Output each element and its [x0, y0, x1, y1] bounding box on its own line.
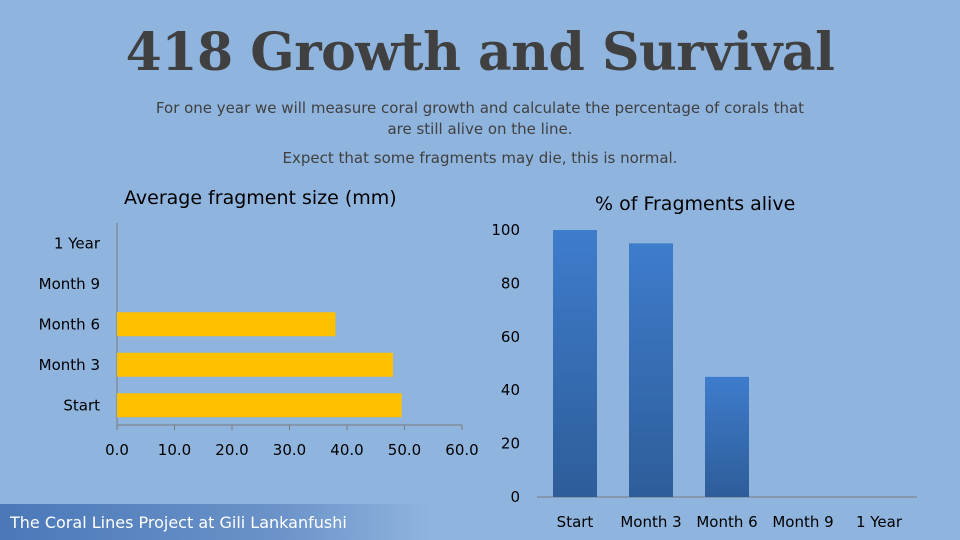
fragment-size-chart-title: Average fragment size (mm) [124, 187, 397, 209]
y-tick-label: 0 [510, 488, 520, 506]
x-category-label: Month 6 [696, 513, 757, 531]
x-tick-label: 10.0 [158, 441, 191, 459]
fragments-alive-chart-title: % of Fragments alive [595, 193, 796, 215]
y-category-label: Month 6 [39, 315, 100, 333]
x-tick-label: 20.0 [215, 441, 248, 459]
bar-start [117, 393, 402, 418]
y-category-label: Month 3 [39, 356, 100, 374]
y-category-label: Month 9 [39, 275, 100, 293]
bar-month-3 [117, 352, 393, 377]
column-month-3 [629, 243, 673, 497]
column-month-6 [705, 376, 749, 497]
x-tick-label: 50.0 [388, 441, 421, 459]
x-tick-label: 30.0 [273, 441, 306, 459]
page-note: Expect that some fragments may die, this… [282, 149, 678, 167]
page-subtitle: For one year we will measure coral growt… [155, 99, 805, 138]
footer-text: The Coral Lines Project at Gili Lankanfu… [10, 513, 347, 532]
bar-month-6 [117, 312, 336, 337]
footer-banner: The Coral Lines Project at Gili Lankanfu… [0, 504, 430, 540]
y-category-label: 1 Year [54, 234, 101, 252]
column-start [553, 230, 597, 497]
y-tick-label: 60 [501, 328, 520, 346]
x-category-label: Month 9 [772, 513, 833, 531]
x-tick-label: 40.0 [330, 441, 363, 459]
y-tick-label: 100 [491, 221, 520, 239]
y-tick-label: 40 [501, 381, 520, 399]
x-tick-label: 60.0 [445, 441, 478, 459]
y-tick-label: 80 [501, 274, 520, 292]
y-tick-label: 20 [501, 435, 520, 453]
x-tick-label: 0.0 [105, 441, 129, 459]
x-category-label: 1 Year [856, 513, 903, 531]
x-category-label: Month 3 [620, 513, 681, 531]
x-category-label: Start [557, 513, 594, 531]
page-title: 418 Growth and Survival [125, 22, 835, 83]
y-category-label: Start [63, 396, 100, 414]
